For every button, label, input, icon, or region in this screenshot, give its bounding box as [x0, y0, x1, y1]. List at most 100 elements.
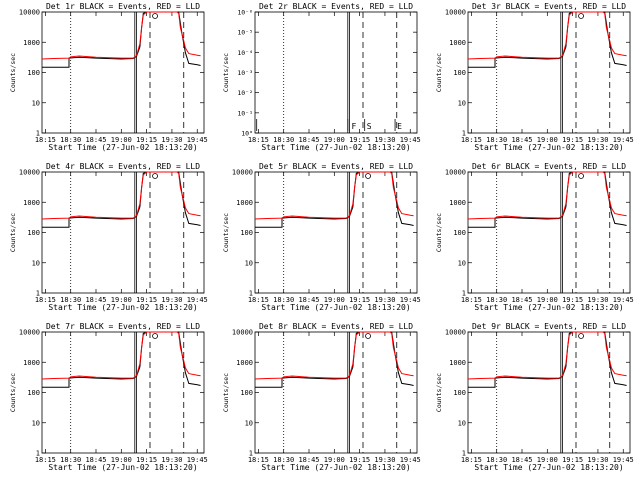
x-tick-label: 18:15: [248, 296, 269, 304]
y-tick-label: 100: [27, 389, 40, 397]
series-lld-line: [254, 331, 414, 380]
y-tick-label: 10: [32, 419, 40, 427]
series-lld-line: [467, 11, 627, 60]
x-tick-label: 18:30: [486, 136, 507, 144]
series-lld-line: [41, 331, 201, 380]
x-tick-label: 19:45: [613, 456, 634, 464]
y-tick-label: 10: [245, 259, 253, 267]
x-tick-label: 19:45: [187, 456, 208, 464]
x-tick-label: 18:15: [461, 136, 482, 144]
series-lld-line: [467, 171, 627, 220]
x-tick-label: 19:00: [111, 136, 132, 144]
x-axis-label: Start Time (27-Jun-02 18:13:20): [474, 463, 623, 472]
series-events-line: [42, 171, 201, 228]
y-tick-label: 100: [240, 389, 253, 397]
y-axis-label: Counts/sec: [222, 53, 230, 92]
y-tick-label: 10⁻⁴: [237, 49, 253, 57]
flag-letter: E: [397, 122, 402, 131]
plot-frame: [254, 171, 418, 294]
panel-title: Det 7r BLACK = Events, RED = LLD: [46, 322, 200, 331]
x-tick-label: 18:30: [273, 296, 294, 304]
x-tick-label: 19:00: [111, 296, 132, 304]
x-tick-label: 19:45: [400, 456, 421, 464]
x-tick-label: 19:15: [136, 296, 157, 304]
x-tick-label: 19:45: [187, 296, 208, 304]
plot-frame: [467, 171, 631, 294]
y-tick-label: 1000: [236, 199, 253, 207]
x-tick-label: 18:30: [60, 296, 81, 304]
x-tick-label: 19:00: [324, 136, 345, 144]
plot-frame: [254, 11, 418, 134]
panel-7: Det 7r BLACK = Events, RED = LLD 1 10 100 10…: [9, 322, 208, 472]
x-tick-label: 19:00: [111, 456, 132, 464]
x-tick-label: 18:45: [298, 136, 319, 144]
y-axis-label: Counts/sec: [435, 213, 443, 252]
x-tick-label: 19:45: [613, 296, 634, 304]
y-tick-label: 100: [27, 229, 40, 237]
x-tick-label: 19:00: [324, 456, 345, 464]
x-tick-label: 19:30: [161, 136, 182, 144]
y-tick-label: 10000: [19, 9, 40, 17]
y-tick-label: 10⁻¹: [237, 109, 253, 117]
x-tick-label: 18:45: [511, 296, 532, 304]
x-tick-label: 19:30: [587, 296, 608, 304]
y-tick-label: 10000: [19, 169, 40, 177]
panel-title: Det 9r BLACK = Events, RED = LLD: [472, 322, 626, 331]
panel-title: Det 4r BLACK = Events, RED = LLD: [46, 162, 200, 171]
x-tick-label: 19:45: [400, 296, 421, 304]
y-tick-label: 1: [36, 450, 40, 458]
y-axis-label: Counts/sec: [9, 213, 17, 252]
panel-6: Det 6r BLACK = Events, RED = LLD 1 10 100 10…: [435, 162, 634, 312]
y-tick-label: 10⁻³: [237, 69, 253, 77]
plot-frame: [41, 331, 205, 454]
y-tick-label: 1: [36, 290, 40, 298]
y-tick-label: 10000: [445, 9, 466, 17]
x-tick-label: 18:30: [60, 456, 81, 464]
x-tick-label: 19:15: [349, 456, 370, 464]
saturation-marker: [578, 173, 584, 179]
x-tick-label: 18:30: [273, 456, 294, 464]
x-tick-label: 18:30: [273, 136, 294, 144]
x-tick-label: 18:15: [461, 296, 482, 304]
y-tick-label: 10: [32, 99, 40, 107]
x-tick-label: 19:00: [537, 136, 558, 144]
y-tick-label: 1: [36, 130, 40, 138]
x-tick-label: 19:30: [587, 136, 608, 144]
x-tick-label: 18:15: [461, 456, 482, 464]
y-tick-label: 10: [458, 419, 466, 427]
saturation-marker: [152, 173, 158, 179]
y-tick-label: 100: [240, 229, 253, 237]
x-tick-label: 19:15: [349, 136, 370, 144]
x-tick-label: 19:30: [587, 456, 608, 464]
series-events-line: [255, 331, 414, 388]
saturation-marker: [152, 13, 158, 19]
y-tick-label: 10000: [445, 169, 466, 177]
plot-frame: [467, 331, 631, 454]
x-tick-label: 19:30: [161, 456, 182, 464]
x-tick-label: 18:30: [486, 296, 507, 304]
saturation-marker: [578, 13, 584, 19]
saturation-marker: [578, 333, 584, 339]
y-axis-label: Counts/sec: [9, 373, 17, 412]
plot-frame: [467, 11, 631, 134]
panel-5: Det 5r BLACK = Events, RED = LLD 1 10 100 10…: [222, 162, 421, 312]
x-axis-label: Start Time (27-Jun-02 18:13:20): [474, 143, 623, 152]
y-tick-label: 1000: [23, 359, 40, 367]
y-tick-label: 10: [458, 259, 466, 267]
plot-frame: [41, 171, 205, 294]
x-tick-label: 19:00: [537, 296, 558, 304]
x-axis-label: Start Time (27-Jun-02 18:13:20): [48, 463, 197, 472]
saturation-marker: [152, 333, 158, 339]
y-tick-label: 10: [458, 99, 466, 107]
panel-4: Det 4r BLACK = Events, RED = LLD 1 10 100 10…: [9, 162, 208, 312]
panel-9: Det 9r BLACK = Events, RED = LLD 1 10 100 10…: [435, 322, 634, 472]
x-tick-label: 19:30: [374, 296, 395, 304]
saturation-marker: [365, 173, 371, 179]
y-tick-label: 100: [453, 69, 466, 77]
x-tick-label: 18:45: [511, 136, 532, 144]
x-tick-label: 19:00: [537, 456, 558, 464]
y-axis-label: Counts/sec: [435, 53, 443, 92]
x-tick-label: 19:45: [613, 136, 634, 144]
x-tick-label: 18:15: [248, 136, 269, 144]
y-tick-label: 10000: [232, 169, 253, 177]
